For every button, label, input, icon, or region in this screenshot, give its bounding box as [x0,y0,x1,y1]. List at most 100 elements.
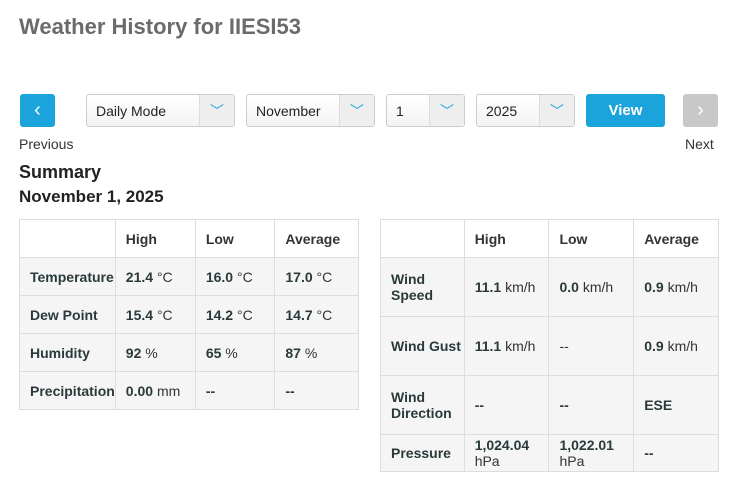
cell-unit: °C [236,306,253,323]
table-row: Wind Speed 11.1 km/h 0.0 km/h 0.9 km/h [380,257,719,317]
day-value: 1 [396,102,404,119]
table-cell: -- [194,371,276,410]
cell-value: 21.4 [125,268,154,285]
table-cell: 1,024.04 hPa [463,434,550,472]
cell-unit: -- [559,338,569,354]
next-label[interactable]: Next [685,136,714,152]
cell-value: ESE [644,397,673,413]
table-cell: -- [463,375,550,435]
chevron-right-icon: › [697,99,704,121]
cell-value: 0.9 [644,279,664,295]
column-header [19,219,116,258]
cell-value: -- [644,445,654,461]
row-label: Wind Speed [380,257,465,317]
cell-unit: km/h [667,279,698,295]
cell-unit: °C [316,268,333,285]
table-row: Wind Gust 11.1 km/h -- 0.9 km/h [380,316,719,376]
year-select[interactable]: 2025 ﹀ [476,94,575,127]
summary-date: November 1, 2025 [19,187,164,206]
table-row: Humidity 92 % 65 % 87 % [19,333,359,372]
table-row: Dew Point 15.4 °C 14.2 °C 14.7 °C [19,295,359,334]
cell-unit: km/h [505,279,536,295]
month-select[interactable]: November ﹀ [246,94,375,127]
page-title: Weather History for IIESI53 [19,14,302,39]
cell-value: 11.1 [474,279,502,295]
cell-value: 14.2 [205,306,234,323]
next-button[interactable]: › [683,94,718,127]
cell-value: 87 [285,344,301,361]
chevron-down-icon: ﹀ [339,95,374,126]
cell-value: 0.00 [125,382,154,399]
table-cell: -- [548,375,635,435]
cell-value: -- [205,382,216,399]
table-row: Wind Direction -- -- ESE [380,375,719,435]
month-value: November [256,102,321,119]
table-cell: 14.7 °C [274,295,359,334]
chevron-down-icon: ﹀ [539,95,574,126]
previous-button[interactable]: ‹ [20,94,55,127]
cell-unit: % [145,344,158,361]
cell-value: 15.4 [125,306,154,323]
column-header: Low [548,219,635,258]
row-label: Wind Gust [380,316,465,376]
row-label: Pressure [380,434,465,472]
cell-unit: °C [316,306,333,323]
cell-value: 11.1 [474,338,502,354]
table-cell: -- [548,316,635,376]
table-cell: 14.2 °C [194,295,276,334]
table-cell: -- [633,434,719,472]
cell-unit: mm [156,382,181,399]
cell-value: 1,024.04 [474,437,530,453]
day-select[interactable]: 1 ﹀ [386,94,465,127]
column-header: High [463,219,550,258]
column-header: Average [633,219,719,258]
column-header: Average [274,219,359,258]
cell-value: 17.0 [285,268,313,285]
chevron-left-icon: ‹ [34,99,41,121]
row-label: Temperature [19,257,116,296]
table-row: Temperature 21.4 °C 16.0 °C 17.0 °C [19,257,359,296]
previous-label[interactable]: Previous [19,136,74,152]
cell-unit: km/h [505,338,536,354]
table-cell: 17.0 °C [274,257,359,296]
cell-value: 16.0 [205,268,234,285]
cell-unit: °C [236,268,253,285]
table-cell: 0.9 km/h [633,257,719,317]
table-cell: 0.0 km/h [548,257,635,317]
table-cell: ESE [633,375,719,435]
mode-select[interactable]: Daily Mode ﹀ [86,94,235,127]
cell-value: 1,022.01 [559,437,614,453]
mode-value: Daily Mode [96,102,167,119]
cell-unit: % [304,344,318,361]
table-row: Precipitation 0.00 mm -- -- [19,371,359,410]
row-label: Humidity [19,333,116,372]
cell-value: 92 [125,344,142,361]
cell-unit: °C [156,306,173,323]
cell-value: 65 [205,344,222,361]
view-button[interactable]: View [586,94,665,127]
table-cell: 0.00 mm [114,371,196,410]
year-value: 2025 [486,102,518,119]
table-cell: 21.4 °C [114,257,196,296]
cell-value: 0.9 [644,338,664,354]
summary-heading: Summary [19,162,102,182]
table-cell: 16.0 °C [194,257,276,296]
cell-unit: hPa [559,453,585,469]
column-header: High [114,219,196,258]
row-label: Wind Direction [380,375,465,435]
column-header [380,219,465,258]
cell-value: -- [285,382,295,399]
table-cell: 65 % [194,333,276,372]
table-row: Pressure 1,024.04 hPa 1,022.01 hPa -- [380,434,719,472]
table-cell: 11.1 km/h [463,257,550,317]
cell-unit: km/h [667,338,698,354]
row-label: Dew Point [19,295,116,334]
column-header: Low [194,219,276,258]
wind-pressure-table: High Low Average Wind Speed 11.1 km/h 0.0 km/… [380,219,719,472]
cell-unit: km/h [582,279,614,295]
cell-unit: °C [156,268,173,285]
chevron-down-icon: ﹀ [429,95,464,126]
cell-value: 0.0 [559,279,579,295]
table-cell: 1,022.01 hPa [548,434,635,472]
table-cell: 87 % [274,333,359,372]
